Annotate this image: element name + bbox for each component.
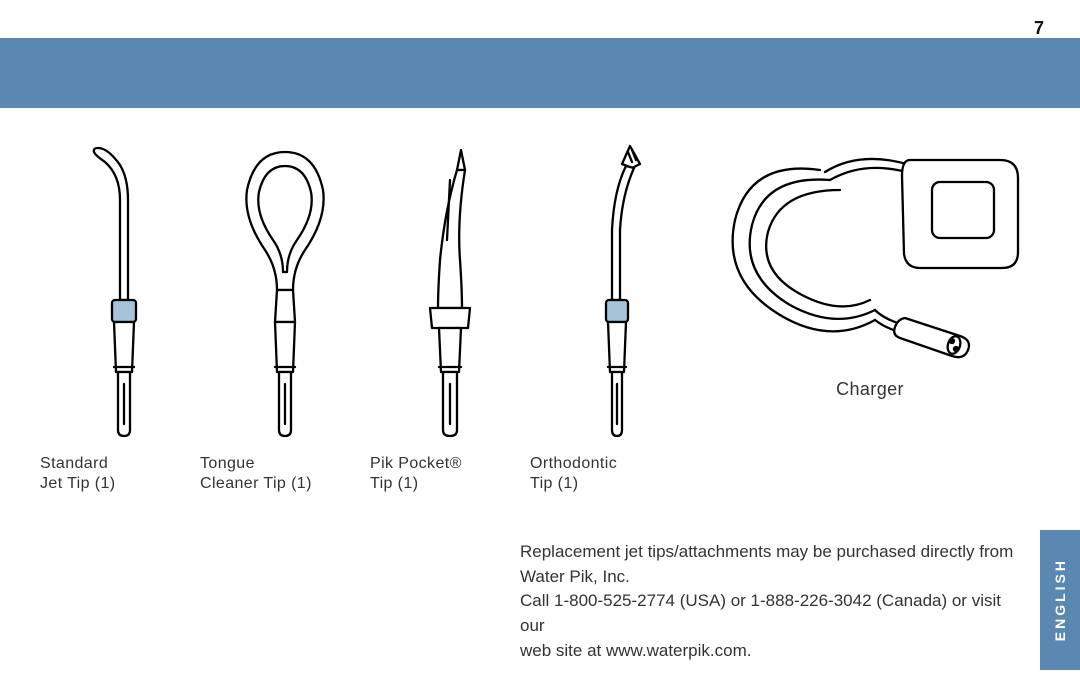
label-line: Cleaner Tip (1): [200, 474, 312, 494]
text-line: Call 1-800-525-2774 (USA) or 1-888-226-3…: [520, 589, 1020, 638]
item-label: Standard Jet Tip (1): [40, 454, 116, 494]
item-label: Orthodontic Tip (1): [530, 454, 617, 494]
text-line: web site at www.waterpik.com.: [520, 639, 1020, 664]
standard-jet-tip-icon: [40, 140, 200, 440]
pik-pocket-tip-icon: [370, 140, 530, 440]
label-line: Tip (1): [370, 474, 462, 494]
label-line: Standard: [40, 454, 116, 474]
text-line: Water Pik, Inc.: [520, 565, 1020, 590]
content-area: Standard Jet Tip (1): [40, 140, 1040, 494]
items-row: Standard Jet Tip (1): [40, 140, 1040, 494]
label-line: Tip (1): [530, 474, 617, 494]
label-line: Tongue: [200, 454, 312, 474]
item-pik-pocket-tip: Pik Pocket® Tip (1): [370, 140, 530, 494]
header-bar: [0, 38, 1080, 108]
label-line: Jet Tip (1): [40, 474, 116, 494]
label-line: Pik Pocket®: [370, 454, 462, 474]
language-label: ENGLISH: [1052, 558, 1068, 641]
item-tongue-cleaner-tip: Tongue Cleaner Tip (1): [200, 140, 370, 494]
charger-label: Charger: [836, 378, 904, 401]
page-number: 7: [1034, 18, 1044, 39]
item-orthodontic-tip: Orthodontic Tip (1): [530, 140, 700, 494]
label-line: Orthodontic: [530, 454, 617, 474]
charger-icon: [700, 140, 1040, 370]
orthodontic-tip-icon: [530, 140, 700, 440]
language-tab: ENGLISH: [1040, 530, 1080, 670]
replacement-text: Replacement jet tips/attachments may be …: [520, 540, 1020, 663]
page: 7: [0, 0, 1080, 694]
item-charger: Charger: [700, 140, 1040, 401]
item-label: Pik Pocket® Tip (1): [370, 454, 462, 494]
text-line: Replacement jet tips/attachments may be …: [520, 540, 1020, 565]
item-label: Tongue Cleaner Tip (1): [200, 454, 312, 494]
item-standard-jet-tip: Standard Jet Tip (1): [40, 140, 200, 494]
tongue-cleaner-tip-icon: [200, 140, 370, 440]
